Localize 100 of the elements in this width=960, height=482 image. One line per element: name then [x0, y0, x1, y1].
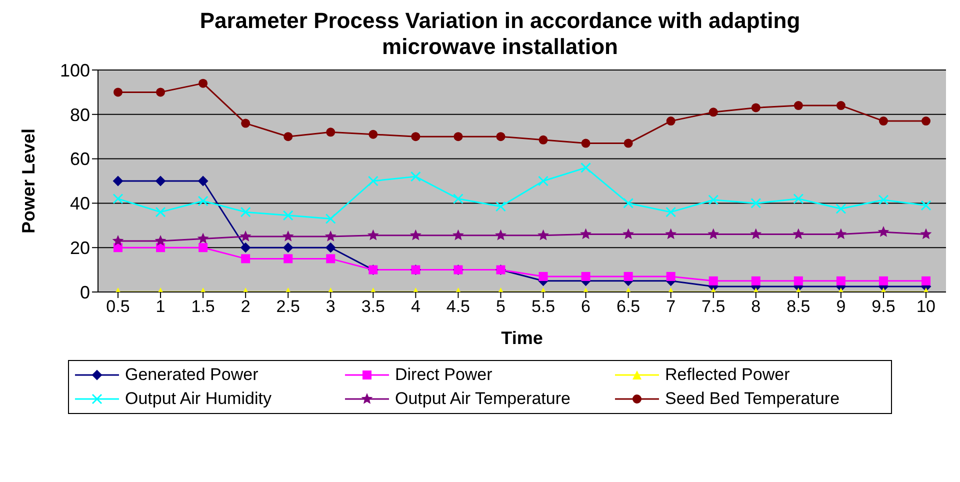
x-tick-label: 2	[240, 297, 250, 316]
x-tick-label: 6	[581, 297, 591, 316]
point	[920, 200, 932, 211]
point	[581, 138, 590, 148]
point	[284, 132, 293, 142]
point	[198, 176, 208, 186]
point	[241, 118, 250, 128]
point	[624, 138, 633, 148]
point	[112, 234, 124, 246]
point	[750, 228, 762, 240]
legend-label: Reflected Power	[665, 365, 790, 385]
point	[922, 276, 930, 286]
x-tick-label: 1	[156, 297, 166, 316]
point	[284, 254, 293, 264]
x-tick-label: 8.5	[786, 297, 810, 316]
point	[666, 116, 676, 126]
point	[878, 116, 888, 126]
point	[836, 204, 846, 214]
point	[538, 272, 548, 281]
point	[495, 229, 506, 240]
y-axis-title: Power Level	[18, 128, 38, 234]
x-tick-label: 10	[916, 297, 936, 316]
point	[793, 194, 804, 204]
point	[326, 128, 336, 137]
point	[624, 272, 633, 281]
point	[750, 198, 762, 208]
x-tick-label: 5	[496, 297, 506, 316]
point	[367, 229, 379, 240]
point	[368, 176, 378, 186]
point	[708, 194, 719, 206]
point	[155, 206, 166, 218]
point	[580, 162, 592, 173]
x-tick-label: 5.5	[531, 297, 556, 316]
point	[708, 108, 718, 117]
legend-label: Seed Bed Temperature	[665, 389, 840, 409]
point	[836, 101, 846, 110]
point	[878, 226, 890, 237]
x-tick-label: 9.5	[872, 297, 896, 316]
legend-label: Direct Power	[395, 365, 492, 385]
point	[411, 132, 420, 142]
point	[580, 228, 592, 240]
point	[496, 132, 506, 142]
point	[198, 196, 208, 206]
point	[623, 198, 634, 208]
point	[538, 176, 549, 186]
point	[283, 242, 294, 253]
y-tick-label: 40	[70, 194, 90, 214]
point	[922, 116, 930, 126]
y-tick-label: 20	[70, 238, 90, 258]
x-tick-label: 0.5	[106, 297, 130, 316]
point	[792, 228, 804, 240]
point	[112, 194, 124, 204]
point	[240, 206, 251, 218]
point	[325, 213, 336, 224]
chart-title: Parameter Process Variation in accordance with adapting microwave installation	[198, 8, 802, 60]
x-tick-label: 2.5	[276, 297, 300, 316]
point	[240, 230, 252, 242]
point	[751, 103, 760, 112]
x-tick-label: 3.5	[361, 297, 385, 316]
point	[794, 276, 803, 286]
point	[581, 272, 590, 281]
point	[113, 176, 123, 186]
point	[410, 229, 422, 240]
legend-label: Output Air Temperature	[395, 389, 570, 409]
point	[198, 243, 208, 252]
point	[282, 210, 294, 221]
point	[495, 201, 506, 212]
x-tick-label: 8	[751, 297, 761, 316]
point	[452, 229, 464, 240]
x-tick-label: 4	[410, 297, 420, 316]
x-tick-label: 4.5	[446, 297, 470, 316]
x-tick-label: 3	[326, 297, 336, 316]
point	[751, 276, 760, 286]
point	[538, 135, 548, 144]
point	[368, 130, 378, 139]
point	[452, 194, 464, 204]
x-tick-label: 7.5	[702, 297, 726, 316]
point	[197, 232, 209, 244]
x-tick-label: 1.5	[191, 297, 215, 316]
point	[708, 228, 720, 240]
point	[240, 242, 251, 253]
legend-label: Generated Power	[125, 365, 258, 385]
point	[198, 78, 208, 88]
y-tick-label: 60	[70, 149, 90, 170]
y-tick-label: 80	[70, 104, 90, 125]
point	[878, 194, 889, 206]
point	[114, 88, 122, 97]
point	[326, 254, 336, 264]
legend-label: Output Air Humidity	[125, 389, 272, 409]
point	[920, 228, 932, 240]
x-tick-label: 7	[666, 297, 676, 316]
x-axis-title: Time	[501, 328, 543, 348]
point	[708, 276, 718, 286]
point	[410, 171, 421, 182]
point	[326, 242, 336, 253]
point	[666, 206, 676, 218]
point	[794, 101, 803, 110]
point	[454, 132, 463, 142]
x-tick-label: 9	[836, 297, 846, 316]
point	[241, 254, 250, 264]
